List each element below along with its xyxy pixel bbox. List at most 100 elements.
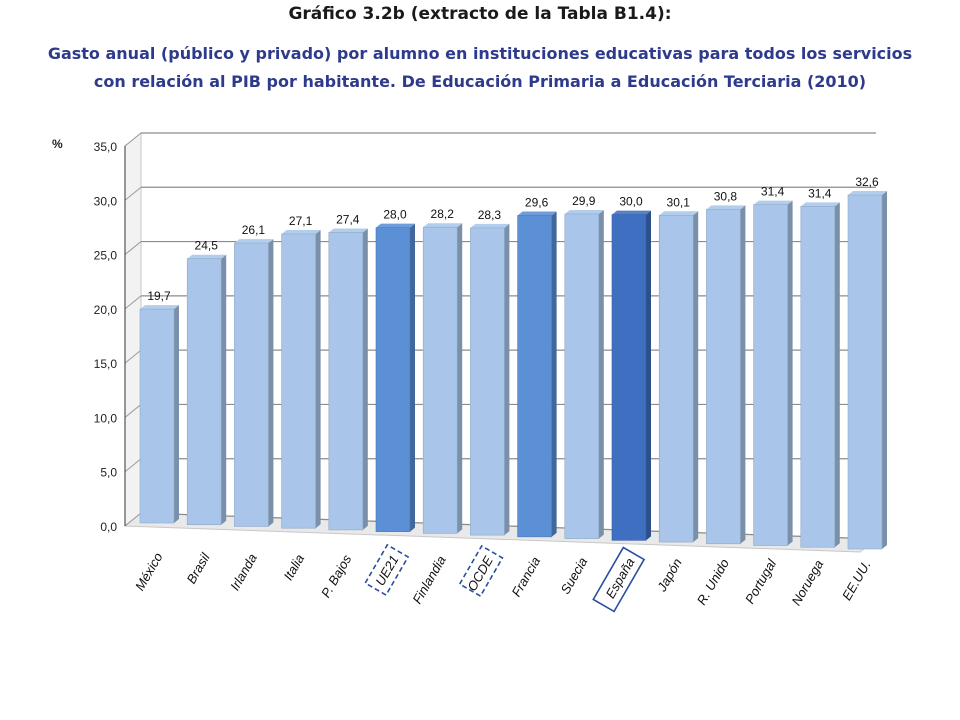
data-label: 30,0 bbox=[619, 195, 643, 209]
data-label: 26,1 bbox=[242, 223, 266, 237]
gridline-side bbox=[124, 512, 142, 527]
bar-side bbox=[787, 200, 793, 546]
bar-top bbox=[517, 211, 557, 216]
bar bbox=[753, 204, 788, 546]
bar-side bbox=[174, 305, 179, 523]
y-tick-label: 30,0 bbox=[94, 194, 118, 208]
bar-side bbox=[504, 223, 510, 536]
bar-top bbox=[140, 305, 179, 310]
bar bbox=[706, 209, 741, 545]
y-tick-label: 25,0 bbox=[94, 249, 118, 263]
chart-title: Gráfico 3.2b (extracto de la Tabla B1.4)… bbox=[288, 4, 672, 24]
category-label: Irlanda bbox=[227, 551, 260, 593]
bar-side bbox=[362, 228, 368, 530]
category-label: Japón bbox=[654, 556, 685, 595]
data-label: 30,1 bbox=[667, 195, 691, 209]
bar bbox=[234, 242, 269, 527]
gridline-side bbox=[124, 132, 142, 147]
category-label: OCDE bbox=[464, 553, 496, 593]
data-label: 28,0 bbox=[383, 208, 407, 222]
gridline-side bbox=[124, 186, 142, 201]
data-label: 29,6 bbox=[525, 195, 549, 209]
gridline-side bbox=[124, 241, 142, 255]
data-label: 27,1 bbox=[289, 214, 313, 228]
bar bbox=[375, 227, 411, 532]
data-label: 31,4 bbox=[808, 186, 832, 200]
bar-top bbox=[612, 210, 651, 215]
bar-top bbox=[470, 223, 510, 228]
category-label: UE21 bbox=[372, 553, 401, 589]
bar-side bbox=[834, 202, 840, 548]
category-label: Noruega bbox=[788, 557, 826, 608]
bar-side bbox=[740, 205, 746, 544]
gridline-side bbox=[124, 295, 142, 310]
category-box-dashed bbox=[458, 544, 504, 598]
bar-side bbox=[221, 254, 227, 525]
gridline-side bbox=[124, 404, 142, 418]
bar-side bbox=[693, 211, 699, 543]
bar-top bbox=[187, 254, 227, 259]
bar-side bbox=[882, 191, 887, 550]
bar bbox=[800, 206, 836, 548]
bar-top bbox=[800, 202, 840, 207]
category-label: Finlandia bbox=[409, 553, 448, 606]
data-label: 28,3 bbox=[478, 208, 502, 222]
bar-top bbox=[423, 223, 463, 228]
data-label: 32,6 bbox=[855, 175, 879, 189]
bar-side bbox=[268, 239, 274, 527]
gridline-side bbox=[124, 458, 142, 473]
bar bbox=[186, 258, 222, 526]
category-label: México bbox=[132, 550, 166, 593]
data-label: 29,9 bbox=[572, 194, 596, 208]
bar bbox=[847, 194, 883, 550]
bar-side bbox=[315, 229, 321, 529]
bar-top bbox=[848, 191, 887, 196]
category-label: EE.UU. bbox=[839, 558, 874, 603]
category-box-dashed bbox=[364, 543, 410, 597]
category-label: Francia bbox=[509, 554, 544, 599]
gridline-side bbox=[124, 349, 142, 364]
category-label: Italia bbox=[280, 552, 307, 583]
category-label: P. Bajos bbox=[318, 552, 355, 600]
bar bbox=[328, 232, 364, 531]
category-label: Suecia bbox=[558, 555, 591, 597]
bar-side bbox=[646, 210, 651, 541]
data-label: 27,4 bbox=[336, 212, 360, 226]
y-axis-unit: % bbox=[52, 137, 63, 151]
y-tick-label: 5,0 bbox=[100, 466, 117, 480]
category-label: Brasil bbox=[184, 550, 214, 587]
bar-top bbox=[281, 229, 321, 234]
bar-top bbox=[659, 211, 699, 216]
category-label: España bbox=[603, 555, 638, 601]
bar-side bbox=[457, 223, 463, 534]
y-tick-label: 35,0 bbox=[94, 140, 118, 154]
bar-side bbox=[551, 211, 557, 537]
side-wall bbox=[124, 131, 142, 528]
bar-top bbox=[753, 200, 793, 205]
bar bbox=[139, 308, 175, 524]
category-label: Portugal bbox=[742, 556, 780, 606]
data-label: 31,4 bbox=[761, 185, 785, 199]
bar-top bbox=[376, 223, 415, 228]
bar-top bbox=[234, 239, 274, 244]
y-tick-label: 15,0 bbox=[94, 357, 118, 371]
category-label: R. Unido bbox=[694, 556, 732, 607]
bar-top bbox=[328, 228, 368, 233]
bar bbox=[470, 227, 505, 536]
bar bbox=[658, 214, 694, 543]
bar-top bbox=[564, 209, 604, 214]
bar bbox=[422, 226, 458, 534]
data-label: 28,2 bbox=[431, 207, 455, 221]
y-tick-label: 20,0 bbox=[94, 303, 118, 317]
bar bbox=[517, 215, 552, 538]
category-box-solid bbox=[592, 546, 646, 613]
bar-side bbox=[410, 223, 415, 532]
data-label: 19,7 bbox=[147, 289, 171, 303]
bar bbox=[281, 233, 316, 529]
bar bbox=[564, 213, 600, 539]
data-label: 24,5 bbox=[195, 239, 219, 253]
y-tick-label: 0,0 bbox=[100, 520, 117, 534]
bar-top bbox=[706, 205, 746, 210]
bar-side bbox=[598, 209, 604, 539]
